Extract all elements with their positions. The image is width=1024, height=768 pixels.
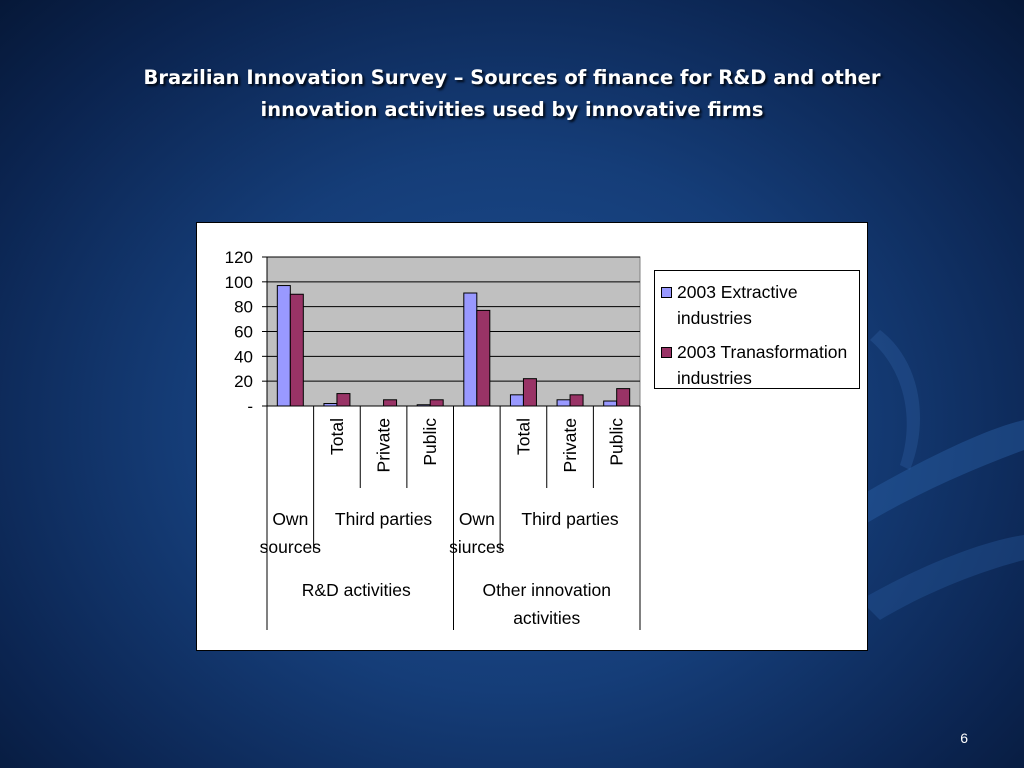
group-label-level-1: Other innovation	[483, 580, 611, 600]
legend-item-series-1: 2003 Extractive industries	[661, 279, 861, 331]
legend-swatch-series-2	[661, 347, 672, 358]
chart-panel: - 20 40 60 80 100 120 Total Private Public Total P…	[196, 222, 868, 651]
y-tick-label: -	[247, 397, 253, 416]
y-tick-label: 40	[234, 347, 253, 366]
bar-series-2	[429, 399, 444, 407]
bar-series-1	[509, 394, 524, 407]
slide-title-line-1: Brazilian Innovation Survey – Sources of…	[143, 66, 881, 89]
bar-series-1	[276, 285, 291, 407]
legend-label-series-1-line-1: 2003 Extractive	[677, 282, 798, 302]
category-label: Total	[513, 418, 533, 455]
category-label: Private	[560, 418, 580, 472]
slide-title: Brazilian Innovation Survey – Sources of…	[40, 62, 984, 126]
category-label: Private	[374, 418, 394, 472]
y-tick-label: 20	[234, 372, 253, 391]
legend-label-series-2-line-2: industries	[677, 368, 752, 388]
y-tick-label: 120	[225, 248, 253, 267]
group-label-level-2: Own	[459, 509, 495, 529]
legend-swatch-series-1	[661, 287, 672, 298]
legend-label-series-1-line-2: industries	[677, 308, 752, 328]
group-label-level-2: Own	[272, 509, 308, 529]
bar-series-2	[616, 388, 631, 407]
y-tick-label: 100	[225, 273, 253, 292]
category-label: Public	[420, 418, 440, 466]
group-label-level-2: sources	[260, 537, 322, 557]
bar-series-2	[383, 399, 398, 407]
legend-label-series-2-line-1: 2003 Tranasformation	[677, 342, 848, 362]
bar-series-2	[289, 293, 304, 407]
bar-series-1	[603, 400, 618, 407]
bar-chart: - 20 40 60 80 100 120 Total Private Public Total P…	[225, 248, 641, 630]
bar-series-2	[476, 309, 491, 407]
chart-legend: 2003 Extractive industries 2003 Tranasfo…	[654, 270, 860, 389]
group-label-level-1: activities	[513, 608, 580, 628]
bar-series-1	[556, 399, 571, 407]
bar-series-2	[569, 394, 584, 407]
bar-series-2	[336, 393, 351, 407]
bar-series-2	[522, 378, 537, 407]
group-label-level-2: Third parties	[521, 509, 619, 529]
slide-title-line-2: innovation activities used by innovative…	[260, 98, 764, 121]
group-label-level-2: Third parties	[335, 509, 433, 529]
page-number: 6	[960, 730, 968, 746]
y-tick-label: 80	[234, 298, 253, 317]
bar-series-1	[463, 292, 478, 407]
category-label: Total	[327, 418, 347, 455]
category-label: Public	[607, 418, 627, 466]
legend-item-series-2: 2003 Tranasformation industries	[661, 339, 861, 391]
group-label-level-1: R&D activities	[302, 580, 411, 600]
y-tick-label: 60	[234, 323, 253, 342]
group-label-level-2: siurces	[449, 537, 505, 557]
